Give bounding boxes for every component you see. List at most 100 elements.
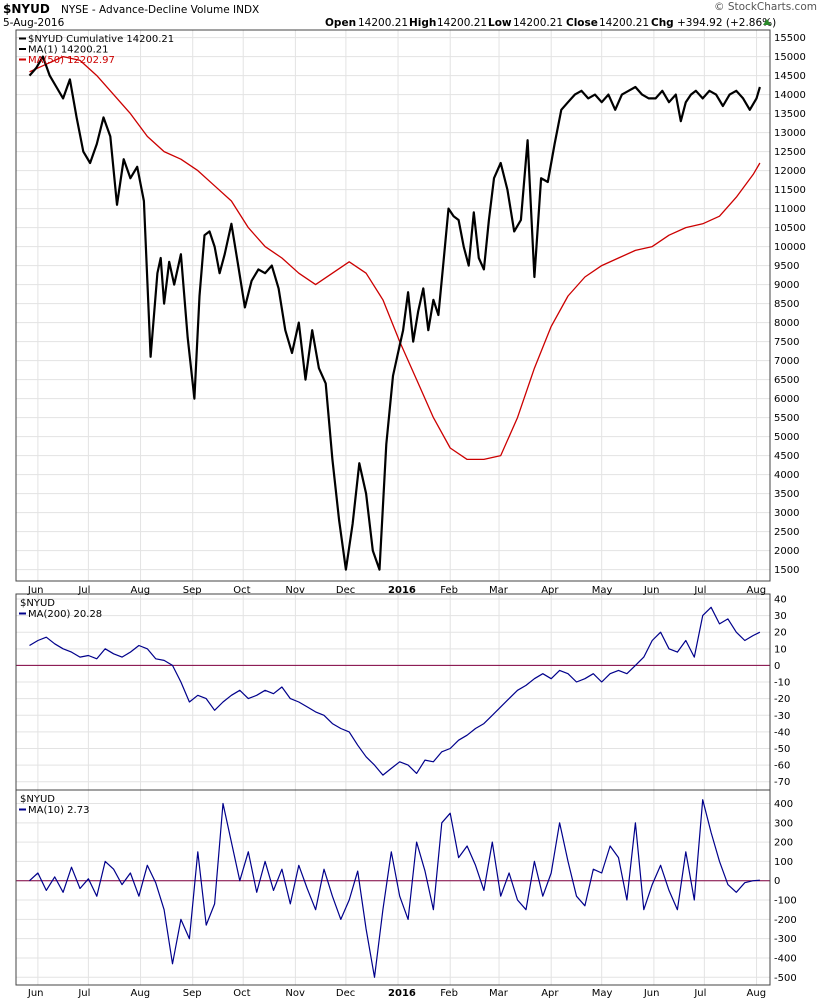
y-tick-label: -40 [774, 727, 790, 738]
y-tick-label: 10 [774, 644, 787, 655]
ohlc-chg-value: +394.92 (+2.86%) [677, 17, 776, 29]
ohlc-close-value: 14200.21 [599, 17, 649, 29]
ohlc-open-label: Open [325, 17, 356, 29]
y-tick-label: 20 [774, 628, 787, 639]
y-tick-label: 9000 [774, 280, 799, 291]
x-tick-label: 2016 [388, 988, 416, 999]
y-tick-label: 8500 [774, 299, 799, 310]
x-tick-label: Sep [183, 585, 202, 596]
y-tick-label: -200 [774, 915, 797, 926]
y-tick-label: 13500 [774, 109, 806, 120]
x-tick-label: Jul [77, 988, 90, 999]
y-tick-label: -30 [774, 711, 790, 722]
y-tick-label: -50 [774, 744, 790, 755]
y-tick-label: 100 [774, 857, 793, 868]
x-tick-label: Jul [693, 988, 706, 999]
x-tick-label: Apr [541, 585, 559, 596]
x-tick-label: Aug [747, 988, 767, 999]
y-tick-label: -400 [774, 953, 797, 964]
y-tick-label: -100 [774, 896, 797, 907]
y-tick-label: -20 [774, 694, 790, 705]
x-tick-label: Aug [131, 585, 151, 596]
y-tick-label: -70 [774, 777, 790, 788]
chart-date: 5-Aug-2016 [3, 17, 65, 29]
y-tick-label: 0 [774, 661, 780, 672]
legend-label: MA(50) 12202.97 [28, 55, 115, 66]
y-tick-label: 10500 [774, 223, 806, 234]
panel-frame [15, 789, 771, 986]
watermark: © StockCharts.com [714, 1, 817, 13]
y-tick-label: 2000 [774, 546, 799, 557]
x-tick-label: Oct [233, 585, 250, 596]
y-tick-label: 8000 [774, 318, 799, 329]
y-tick-label: -60 [774, 761, 790, 772]
y-tick-label: 10000 [774, 242, 806, 253]
x-tick-label: May [592, 585, 613, 596]
x-tick-label: Sep [183, 988, 202, 999]
ohlc-open-value: 14200.21 [358, 17, 408, 29]
y-tick-label: 2500 [774, 527, 799, 538]
series-line-ma-10- [29, 799, 760, 978]
y-tick-label: 5500 [774, 413, 799, 424]
chart-symbol: $NYUD [3, 2, 50, 16]
panel-3: -500 -400 -300 -200 -100 0 100 200 300 400 $NYUDMA… [15, 789, 797, 986]
x-tick-label: Dec [336, 988, 355, 999]
chart-name: NYSE - Advance-Decline Volume INDX [61, 4, 259, 16]
x-axis-labels-bottom: Jun Jul Aug Sep Oct Nov Dec 2016 Feb Mar Apr May Jun… [27, 988, 766, 999]
x-tick-label: Mar [489, 988, 509, 999]
y-tick-label: 1500 [774, 565, 799, 576]
legend-label: MA(1) 14200.21 [28, 45, 109, 56]
x-tick-label: Dec [336, 585, 355, 596]
y-tick-label: 15000 [774, 52, 806, 63]
y-tick-label: 4500 [774, 451, 799, 462]
y-tick-label: 200 [774, 838, 793, 849]
series-line-ma-200- [29, 606, 761, 776]
y-tick-label: 4000 [774, 470, 799, 481]
panel-title: $NYUD [20, 794, 55, 805]
x-tick-label: 2016 [388, 585, 416, 596]
y-tick-label: 12500 [774, 147, 806, 158]
y-tick-label: 40 [774, 594, 787, 605]
x-tick-label: Aug [131, 988, 151, 999]
ohlc-readout: Open 14200.21 High 14200.21 Low 14200.21… [325, 17, 776, 29]
legend-label: $NYUD Cumulative 14200.21 [28, 34, 174, 45]
y-tick-label: 0 [774, 876, 780, 887]
legend-label: MA(10) 2.73 [28, 805, 89, 816]
x-tick-label: Nov [285, 988, 305, 999]
y-tick-label: 11000 [774, 204, 806, 215]
ohlc-chg-label: Chg [651, 17, 674, 29]
y-tick-label: 9500 [774, 261, 799, 272]
y-tick-label: 5000 [774, 432, 799, 443]
panel-2: -70 -60 -50 -40 -30 -20 -10 0 10 20 30 40 $NYUDMA(20… [15, 593, 790, 791]
panel-frame [15, 593, 771, 791]
x-tick-label: Jun [643, 585, 660, 596]
panel-title: $NYUD [20, 598, 55, 609]
x-tick-label: Feb [440, 988, 458, 999]
x-tick-label: Nov [285, 585, 305, 596]
y-tick-label: 7500 [774, 337, 799, 348]
y-tick-label: -500 [774, 973, 797, 984]
legend-label: MA(200) 20.28 [28, 609, 102, 620]
up-arrow-icon [763, 19, 771, 25]
x-tick-label: Apr [541, 988, 559, 999]
y-tick-label: 3500 [774, 489, 799, 500]
x-tick-label: Jun [27, 988, 44, 999]
chart-panels: 1500200025003000350040004500500055006000… [15, 29, 806, 999]
y-tick-label: 14500 [774, 71, 806, 82]
x-tick-label: Jun [643, 988, 660, 999]
y-tick-label: 400 [774, 799, 793, 810]
y-tick-label: 14000 [774, 90, 806, 101]
x-tick-label: May [592, 988, 613, 999]
x-axis-labels-top: Jun Jul Aug Sep Oct Nov Dec 2016 Feb Mar Apr May Jun… [27, 585, 766, 596]
x-tick-label: Aug [747, 585, 767, 596]
x-tick-label: Jun [27, 585, 44, 596]
x-tick-label: Feb [440, 585, 458, 596]
x-tick-label: Mar [489, 585, 509, 596]
y-tick-label: 13000 [774, 128, 806, 139]
y-tick-label: 3000 [774, 508, 799, 519]
x-tick-label: Jul [77, 585, 90, 596]
y-tick-label: 15500 [774, 33, 806, 44]
y-tick-label: 6000 [774, 394, 799, 405]
y-tick-label: 7000 [774, 356, 799, 367]
